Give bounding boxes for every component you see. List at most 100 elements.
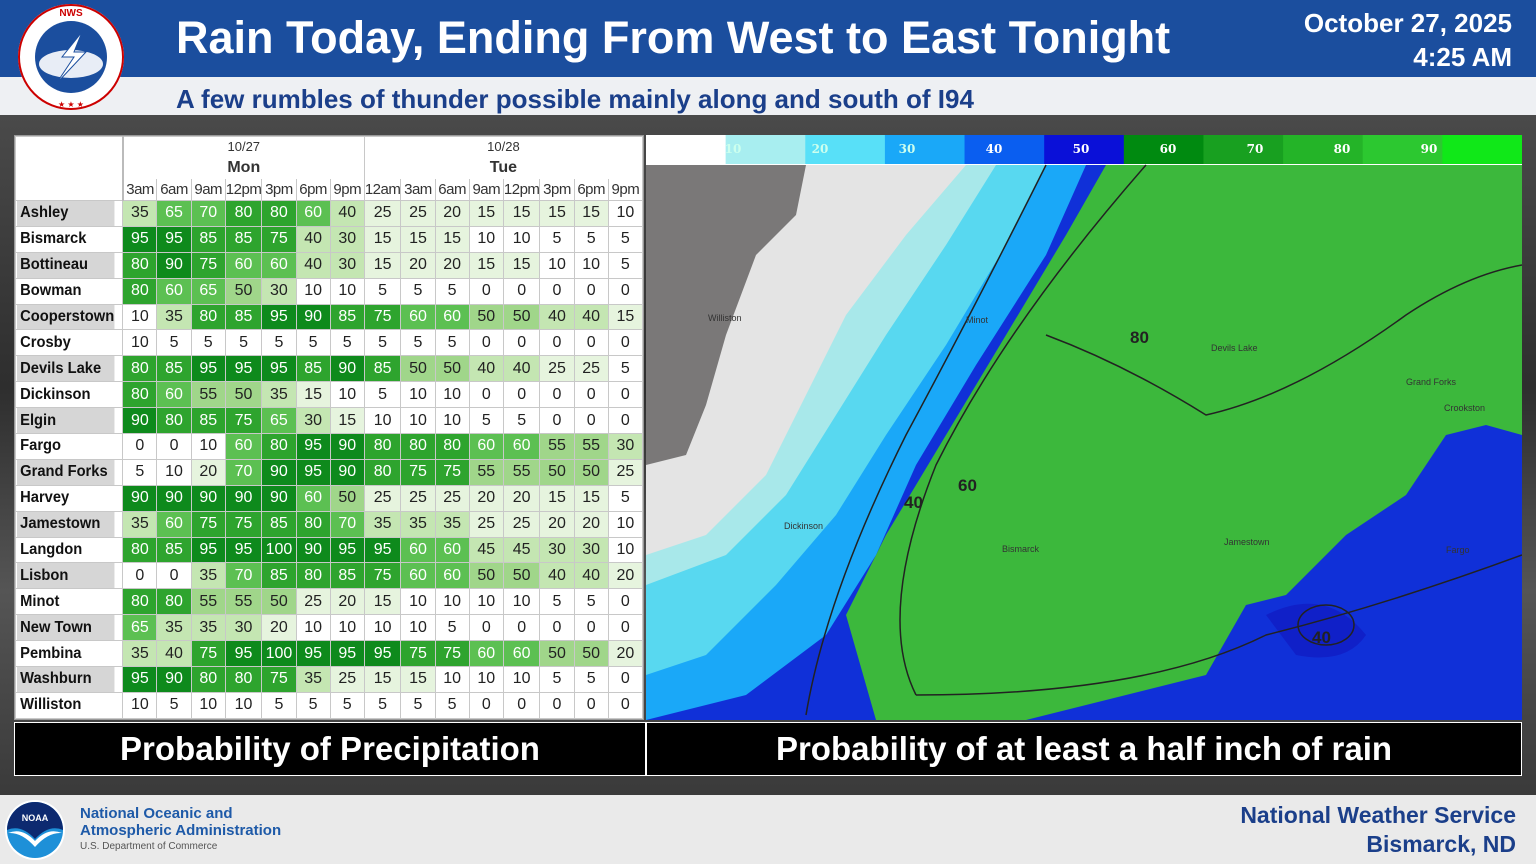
- map-green-region: [646, 165, 1522, 720]
- pop-cell: 5: [122, 458, 158, 486]
- pop-cell: 60: [295, 484, 331, 512]
- pop-cell: 60: [156, 510, 192, 538]
- pop-cell: 5: [329, 329, 365, 357]
- header-row-day: Mon Tue: [16, 156, 644, 179]
- location-name: Bismarck: [15, 225, 115, 253]
- pop-cell: 80: [400, 433, 436, 460]
- noaa-logo: NOAA: [5, 800, 65, 860]
- pop-cell: 80: [190, 666, 226, 693]
- pop-cell: 20: [434, 251, 470, 279]
- pop-cell: 15: [468, 251, 504, 279]
- pop-cell: 35: [156, 303, 192, 331]
- nws-office: National Weather Service Bismarck, ND: [1240, 801, 1516, 859]
- pop-cell: 100: [261, 640, 297, 668]
- pop-cell: 80: [261, 200, 297, 227]
- pop-cell: 20: [190, 458, 226, 486]
- pop-cell: 10: [468, 588, 504, 616]
- pop-cell: 30: [607, 433, 644, 460]
- location-name: Bottineau: [15, 251, 115, 279]
- pop-cell: 0: [607, 614, 644, 642]
- location-name: Devils Lake: [15, 355, 115, 383]
- location-name: Ashley: [15, 200, 115, 227]
- pop-cell: 90: [156, 666, 192, 693]
- nws-line1: National Weather Service: [1240, 802, 1516, 828]
- city-label: Grand Forks: [1406, 377, 1457, 387]
- pop-cell: 15: [363, 225, 402, 253]
- pop-cell: 95: [190, 536, 226, 564]
- location-name: Cooperstown: [15, 303, 115, 331]
- table-row: Ashley 35 65 70 80 80 60 40 25 25 20 15 15 15 15 10: [15, 200, 644, 227]
- pop-cell: 30: [295, 407, 331, 435]
- pop-cell: 60: [261, 251, 297, 279]
- pop-cell: 5: [190, 329, 226, 357]
- contour-40-south: [1297, 604, 1355, 646]
- pop-cell: 5: [434, 277, 470, 305]
- svg-text:★ ★ ★: ★ ★ ★: [58, 100, 84, 109]
- pop-cell: 85: [156, 355, 192, 383]
- pop-cell: 40: [539, 562, 575, 590]
- pop-cell: 0: [539, 614, 575, 642]
- pop-cell: 10: [329, 614, 365, 642]
- city-label: Dickinson: [784, 521, 823, 531]
- contour-label: 40: [1312, 628, 1331, 647]
- pop-cell: 40: [156, 640, 192, 668]
- contour-40: [805, 164, 1047, 716]
- pop-cell: 35: [156, 614, 192, 642]
- pop-cell: 85: [329, 303, 365, 331]
- pop-cell: 40: [468, 355, 504, 383]
- pop-cell: 65: [156, 200, 192, 227]
- pop-cell: 70: [329, 510, 365, 538]
- pop-cell: 50: [261, 588, 297, 616]
- pop-cell: 5: [434, 614, 470, 642]
- header-row-date: 10/27 10/28: [14, 136, 644, 201]
- pop-cell: 80: [122, 536, 158, 564]
- pop-cell: 90: [295, 303, 331, 331]
- pop-cell: 15: [400, 225, 436, 253]
- table-row: Minot 80 80 55 55 50 25 20 15 10 10 10 10 5 5 0: [15, 588, 644, 616]
- legend-tick: 70: [1247, 142, 1264, 156]
- pop-cell: 20: [261, 614, 297, 642]
- time-header: 6am: [156, 178, 192, 201]
- time-header: 6am: [434, 178, 470, 201]
- pop-cell: 45: [502, 536, 541, 564]
- pop-cell: 95: [295, 458, 331, 486]
- pop-cell: 10: [400, 588, 436, 616]
- table-row: Washburn 95 90 80 80 75 35 25 15 15 10 10 10 5 5 0: [15, 666, 644, 693]
- map-field: [646, 164, 1522, 720]
- pop-cell: 10: [190, 433, 226, 460]
- table-row: Cooperstown 10 35 80 85 95 90 85 75 60 60 50 50 40 40 1…: [15, 303, 644, 331]
- contour-label: 40: [904, 493, 923, 512]
- pop-cell: 50: [434, 355, 470, 383]
- pop-cell: 90: [261, 458, 297, 486]
- pop-cell: 10: [190, 691, 226, 719]
- pop-cell: 5: [363, 381, 402, 409]
- table-row: Bowman 80 60 65 50 30 10 10 5 5 5 0 0 0 0 0: [15, 277, 644, 305]
- pop-cell: 90: [190, 484, 226, 512]
- pop-cell: 85: [295, 355, 331, 383]
- pop-cell: 90: [261, 484, 297, 512]
- noaa-name: National Oceanic and Atmospheric Adminis…: [80, 805, 281, 839]
- pop-cell: 80: [224, 200, 263, 227]
- pop-cell: 80: [295, 562, 331, 590]
- city-label: Bismarck: [1002, 544, 1040, 554]
- pop-cell: 30: [329, 251, 365, 279]
- pop-cell: 5: [434, 329, 470, 357]
- pop-cell: 75: [434, 640, 470, 668]
- pop-cell: 95: [122, 666, 158, 693]
- header-bar: Rain Today, Ending From West to East Ton…: [0, 0, 1536, 77]
- city-label: Williston: [708, 313, 742, 323]
- legend-swatch: [1283, 135, 1364, 164]
- legend-swatch: [646, 135, 727, 164]
- pop-cell: 5: [156, 329, 192, 357]
- time-header: 9pm: [329, 178, 365, 201]
- pop-cell: 0: [607, 407, 644, 435]
- pop-cell: 30: [329, 225, 365, 253]
- pop-cell: 60: [400, 536, 436, 564]
- pop-cell: 0: [539, 691, 575, 719]
- pop-cell: 35: [261, 381, 297, 409]
- svg-text:NWS: NWS: [59, 8, 83, 19]
- pop-cell: 95: [190, 355, 226, 383]
- day-name: Tue: [363, 156, 644, 179]
- legend-tick: 50: [1073, 142, 1090, 156]
- legend-swatch: [964, 135, 1046, 164]
